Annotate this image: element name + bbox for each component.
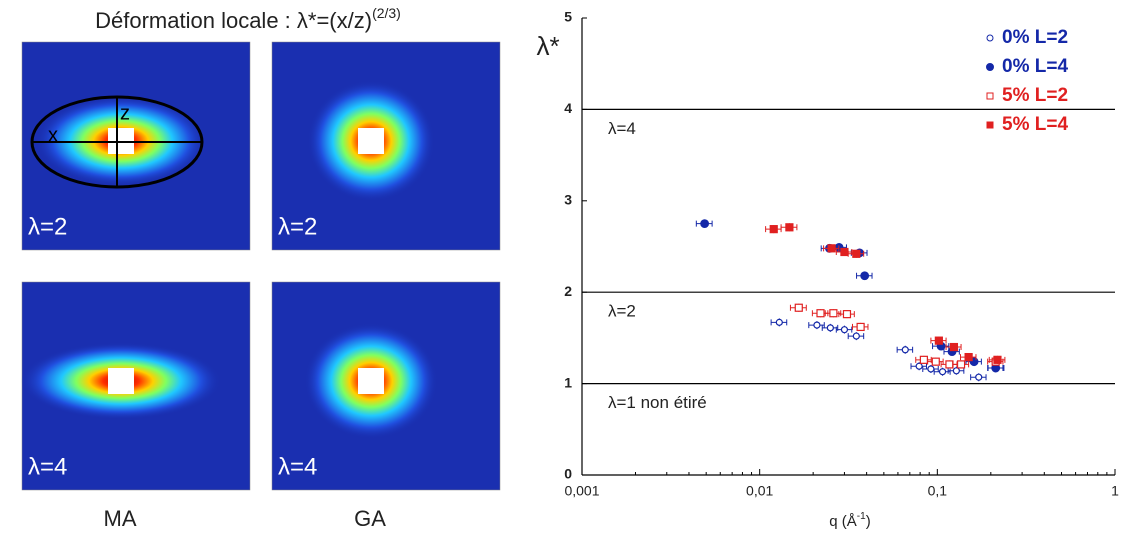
- point: [852, 332, 860, 340]
- legend-marker: [986, 92, 994, 100]
- point: [813, 321, 821, 329]
- point: [901, 346, 909, 354]
- point: [919, 355, 928, 364]
- y-tick-label: 5: [564, 9, 572, 25]
- point: [827, 244, 836, 253]
- y-tick-label: 3: [564, 192, 572, 208]
- beamstop: [358, 128, 384, 154]
- image-label: λ=2: [28, 213, 67, 240]
- x-label-part: q (Å: [829, 513, 857, 530]
- point: [785, 223, 794, 232]
- y-tick-label: 0: [564, 466, 572, 482]
- point: [938, 368, 947, 376]
- title-text: Déformation locale : λ*=(x/z): [95, 8, 372, 33]
- ellipse-x: x: [48, 124, 58, 146]
- beamstop: [108, 368, 134, 394]
- point: [829, 309, 838, 318]
- legend-label: 0% L=4: [1002, 56, 1068, 77]
- column-label: GA: [354, 506, 386, 531]
- point: [975, 373, 983, 381]
- legend-marker: [986, 121, 994, 129]
- x-tick-label: 0,01: [746, 483, 773, 499]
- legend-label: 0% L=2: [1002, 27, 1068, 48]
- y-axis-label: λ*: [536, 31, 559, 61]
- point: [852, 249, 861, 258]
- point: [927, 365, 935, 373]
- y-tick-label: 2: [564, 283, 572, 299]
- legend-label: 5% L=4: [1002, 114, 1068, 135]
- point: [769, 225, 778, 234]
- point: [842, 310, 852, 319]
- point: [816, 309, 825, 318]
- point: [931, 357, 940, 366]
- x-label-part: ): [866, 513, 871, 530]
- image-label: λ=4: [28, 453, 67, 480]
- point: [860, 271, 870, 281]
- y-tick-label: 1: [564, 374, 572, 390]
- point: [952, 367, 960, 375]
- legend-marker: [986, 63, 994, 71]
- point: [934, 336, 943, 345]
- point: [949, 342, 959, 352]
- legend-label: 5% L=2: [1002, 85, 1068, 106]
- x-tick-label: 0,001: [564, 483, 599, 499]
- ellipse-z: z: [120, 102, 130, 124]
- x-tick-label: 1: [1111, 483, 1119, 499]
- point: [840, 247, 849, 257]
- legend-marker: [986, 34, 994, 42]
- reference-label: λ=4: [608, 119, 636, 138]
- point: [775, 318, 783, 326]
- reference-label: λ=1 non étiré: [608, 393, 707, 412]
- point: [945, 360, 954, 369]
- image-label: λ=2: [278, 213, 317, 240]
- reference-label: λ=2: [608, 302, 636, 321]
- point: [956, 360, 966, 369]
- point: [794, 303, 803, 312]
- point: [840, 326, 849, 334]
- x-axis-label: q (Å-1): [829, 511, 870, 530]
- x-tick-label: 0,1: [928, 483, 948, 499]
- column-label: MA: [104, 506, 137, 531]
- point: [700, 219, 710, 229]
- point: [826, 324, 834, 332]
- point: [964, 352, 973, 362]
- image-label: λ=4: [278, 453, 317, 480]
- point: [993, 355, 1002, 364]
- y-tick-label: 4: [564, 100, 572, 116]
- beamstop: [358, 368, 384, 394]
- point: [915, 362, 923, 370]
- title-sup: (2/3): [372, 5, 401, 21]
- x-label-part: -1: [857, 511, 866, 522]
- panel-title: Déformation locale : λ*=(x/z)(2/3): [95, 5, 401, 33]
- point: [856, 322, 865, 332]
